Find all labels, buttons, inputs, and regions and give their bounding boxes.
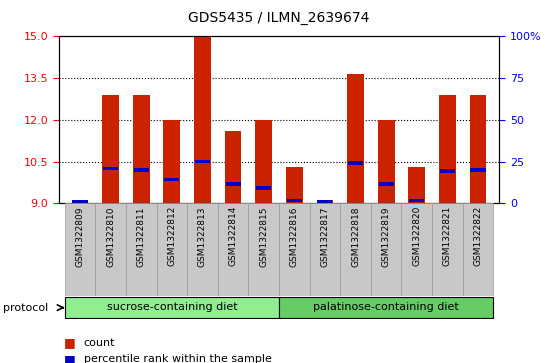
Bar <box>439 95 456 203</box>
Text: GSM1322813: GSM1322813 <box>198 206 207 266</box>
Bar <box>279 297 493 318</box>
Bar <box>126 203 157 296</box>
Bar <box>470 168 485 172</box>
Bar <box>102 95 119 203</box>
Text: GSM1322809: GSM1322809 <box>75 206 84 266</box>
Bar <box>225 131 242 203</box>
Text: sucrose-containing diet: sucrose-containing diet <box>107 302 237 312</box>
Bar <box>248 203 279 296</box>
Bar <box>432 203 463 296</box>
Bar <box>408 167 425 203</box>
Bar <box>409 199 424 202</box>
Bar <box>279 203 310 296</box>
Bar <box>255 120 272 203</box>
Text: GSM1322811: GSM1322811 <box>137 206 146 266</box>
Text: GSM1322821: GSM1322821 <box>443 206 452 266</box>
Bar <box>103 167 118 170</box>
Bar <box>187 203 218 296</box>
Text: GSM1322814: GSM1322814 <box>229 206 238 266</box>
Text: GSM1322822: GSM1322822 <box>474 206 483 266</box>
Text: count: count <box>84 338 115 348</box>
Bar <box>401 203 432 296</box>
Bar <box>194 36 211 203</box>
Text: GSM1322810: GSM1322810 <box>106 206 115 266</box>
Bar <box>470 95 487 203</box>
Text: protocol: protocol <box>3 303 48 313</box>
Bar <box>440 170 455 173</box>
Bar <box>287 199 302 202</box>
Text: GSM1322819: GSM1322819 <box>382 206 391 266</box>
Text: GSM1322817: GSM1322817 <box>320 206 329 266</box>
Bar <box>218 203 248 296</box>
Bar <box>134 168 149 172</box>
Text: GSM1322815: GSM1322815 <box>259 206 268 266</box>
Text: GSM1322820: GSM1322820 <box>412 206 421 266</box>
Bar <box>164 178 180 182</box>
Bar <box>71 200 88 203</box>
Bar <box>65 297 279 318</box>
Bar <box>318 200 333 204</box>
Bar <box>378 182 394 185</box>
Text: GSM1322812: GSM1322812 <box>167 206 176 266</box>
Bar <box>133 95 150 203</box>
Text: percentile rank within the sample: percentile rank within the sample <box>84 354 272 363</box>
Text: ■: ■ <box>64 353 76 363</box>
Bar <box>348 161 363 165</box>
Bar <box>65 203 95 296</box>
Bar <box>316 200 333 203</box>
Bar <box>347 74 364 203</box>
Bar <box>340 203 371 296</box>
Bar <box>463 203 493 296</box>
Bar <box>195 160 210 163</box>
Text: GDS5435 / ILMN_2639674: GDS5435 / ILMN_2639674 <box>188 11 370 25</box>
Bar <box>163 120 180 203</box>
Text: GSM1322818: GSM1322818 <box>351 206 360 266</box>
Bar <box>371 203 401 296</box>
Text: GSM1322816: GSM1322816 <box>290 206 299 266</box>
Bar <box>256 186 271 190</box>
Text: palatinose-containing diet: palatinose-containing diet <box>313 302 459 312</box>
Text: ■: ■ <box>64 337 76 350</box>
Bar <box>157 203 187 296</box>
Bar <box>73 200 88 204</box>
Bar <box>378 120 395 203</box>
Bar <box>225 182 240 185</box>
Bar <box>310 203 340 296</box>
Bar <box>286 167 303 203</box>
Bar <box>95 203 126 296</box>
